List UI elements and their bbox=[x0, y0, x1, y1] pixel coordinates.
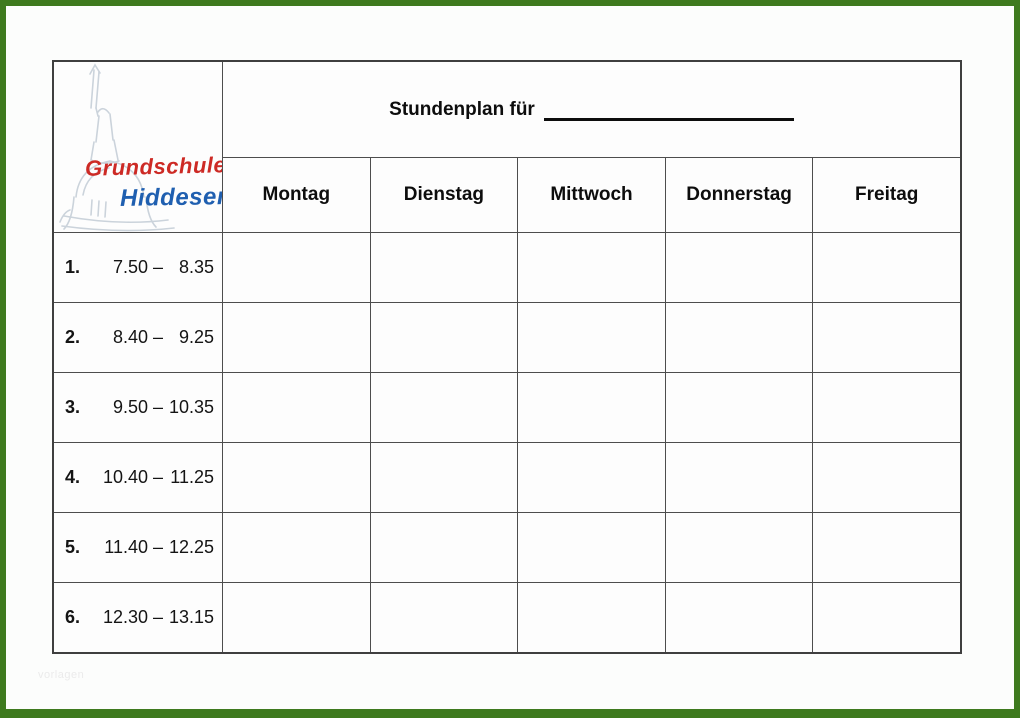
school-logo: Grundschule Hiddesen bbox=[54, 62, 222, 232]
timetable-cell bbox=[813, 233, 960, 302]
timetable-cell bbox=[223, 233, 370, 302]
period-time: 7.50–8.35 bbox=[112, 257, 214, 277]
timetable-cell bbox=[370, 373, 518, 442]
watermark-text: vorlagen bbox=[38, 669, 85, 681]
period-number: 6. bbox=[65, 607, 81, 627]
name-fill-in-line bbox=[543, 102, 794, 121]
timetable-cell bbox=[665, 513, 813, 582]
day-header-donnerstag: Donnerstag bbox=[665, 158, 813, 232]
timetable-cell bbox=[223, 443, 370, 512]
period-number: 3. bbox=[65, 397, 81, 417]
timetable-cell bbox=[665, 583, 813, 652]
timetable-cell bbox=[813, 583, 960, 652]
logo-text-hiddesen: Hiddesen bbox=[119, 183, 222, 212]
timetable-cell bbox=[518, 513, 665, 582]
period-number: 2. bbox=[65, 327, 81, 347]
day-header-dienstag: Dienstag bbox=[370, 158, 518, 232]
period-number: 1. bbox=[65, 257, 81, 277]
period-time: 9.50–10.35 bbox=[112, 397, 214, 417]
period-number: 4. bbox=[65, 467, 81, 487]
monument-sketch-icon bbox=[59, 63, 175, 232]
timetable-cell bbox=[370, 583, 518, 652]
timetable-cell bbox=[518, 443, 665, 512]
timetable-cell bbox=[223, 583, 370, 652]
period-time: 11.40–12.25 bbox=[104, 537, 214, 557]
timetable-cell bbox=[813, 303, 960, 372]
timetable-cell bbox=[370, 513, 518, 582]
timetable-cell bbox=[813, 443, 960, 512]
timetable-cell bbox=[223, 303, 370, 372]
timetable-cell bbox=[518, 233, 665, 302]
period-label-2: 2. 8.40–9.25 bbox=[54, 303, 222, 372]
period-time: 12.30–13.15 bbox=[102, 607, 214, 627]
title-cell: Stundenplan für bbox=[223, 62, 960, 157]
logo-text-grundschule: Grundschule bbox=[84, 152, 222, 181]
timetable-cell bbox=[665, 233, 813, 302]
timetable-cell bbox=[370, 303, 518, 372]
timetable-cell bbox=[518, 373, 665, 442]
period-label-4: 4. 10.40–11.25 bbox=[54, 443, 222, 512]
timetable-cell bbox=[813, 513, 960, 582]
period-label-5: 5. 11.40–12.25 bbox=[54, 513, 222, 582]
day-header-freitag: Freitag bbox=[813, 158, 960, 232]
timetable-cell bbox=[223, 373, 370, 442]
timetable-cell bbox=[223, 513, 370, 582]
period-number: 5. bbox=[65, 537, 81, 557]
timetable-cell bbox=[665, 303, 813, 372]
period-label-3: 3. 9.50–10.35 bbox=[54, 373, 222, 442]
page-title: Stundenplan für bbox=[389, 98, 535, 120]
period-time: 10.40–11.25 bbox=[102, 467, 214, 487]
period-label-1: 1. 7.50–8.35 bbox=[54, 233, 222, 302]
day-header-mittwoch: Mittwoch bbox=[518, 158, 665, 232]
timetable-cell bbox=[518, 303, 665, 372]
timetable-cell bbox=[518, 583, 665, 652]
timetable-cell bbox=[665, 373, 813, 442]
period-label-6: 6. 12.30–13.15 bbox=[54, 583, 222, 652]
timetable-cell bbox=[370, 443, 518, 512]
timetable-grid: Grundschule Hiddesen Stundenplan für Mon… bbox=[52, 60, 962, 654]
timetable-cell bbox=[665, 443, 813, 512]
day-header-montag: Montag bbox=[223, 158, 370, 232]
period-time: 8.40–9.25 bbox=[112, 327, 214, 347]
timetable-cell bbox=[813, 373, 960, 442]
timetable-cell bbox=[370, 233, 518, 302]
